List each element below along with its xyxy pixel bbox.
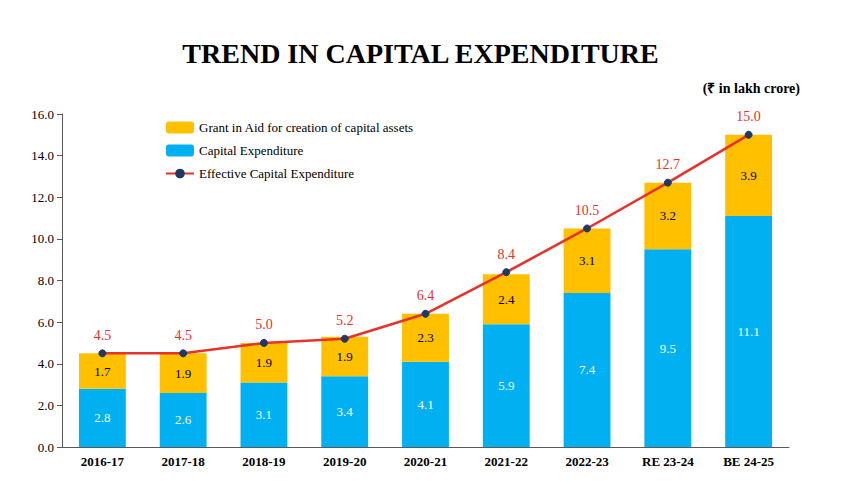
svg-text:5.2: 5.2 (336, 313, 354, 328)
svg-text:9.5: 9.5 (660, 341, 676, 356)
svg-text:10.0: 10.0 (31, 231, 54, 246)
svg-text:2022-23: 2022-23 (565, 454, 609, 469)
svg-text:3.1: 3.1 (579, 253, 595, 268)
svg-text:1.9: 1.9 (175, 366, 191, 381)
svg-text:4.1: 4.1 (417, 397, 433, 412)
svg-text:4.5: 4.5 (94, 328, 112, 343)
svg-text:2020-21: 2020-21 (404, 454, 447, 469)
svg-text:8.0: 8.0 (38, 273, 54, 288)
svg-text:6.0: 6.0 (38, 315, 54, 330)
svg-text:2019-20: 2019-20 (323, 454, 366, 469)
svg-text:3.4: 3.4 (337, 404, 354, 419)
svg-text:2.8: 2.8 (94, 410, 110, 425)
svg-text:8.4: 8.4 (498, 247, 516, 262)
svg-text:2.4: 2.4 (498, 292, 515, 307)
svg-text:4.0: 4.0 (38, 356, 54, 371)
svg-text:2016-17: 2016-17 (81, 454, 125, 469)
svg-text:3.9: 3.9 (740, 168, 756, 183)
svg-text:2021-22: 2021-22 (485, 454, 528, 469)
svg-text:4.5: 4.5 (174, 328, 192, 343)
svg-text:2.3: 2.3 (417, 330, 433, 345)
svg-text:2017-18: 2017-18 (161, 454, 205, 469)
svg-text:14.0: 14.0 (31, 148, 54, 163)
svg-text:3.2: 3.2 (660, 208, 676, 223)
svg-text:3.1: 3.1 (256, 407, 272, 422)
svg-text:Grant in Aid for creation of c: Grant in Aid for creation of capital ass… (199, 120, 413, 135)
svg-text:5.0: 5.0 (255, 317, 273, 332)
svg-text:7.4: 7.4 (579, 362, 596, 377)
svg-text:0.0: 0.0 (38, 440, 54, 455)
svg-text:Capital Expenditure: Capital Expenditure (199, 143, 304, 158)
svg-text:RE 23-24: RE 23-24 (642, 454, 694, 469)
svg-text:2018-19: 2018-19 (242, 454, 286, 469)
svg-text:1.9: 1.9 (337, 349, 353, 364)
svg-text:1.9: 1.9 (256, 355, 272, 370)
svg-text:6.4: 6.4 (417, 288, 435, 303)
svg-text:BE 24-25: BE 24-25 (723, 454, 774, 469)
svg-text:15.0: 15.0 (736, 109, 761, 124)
svg-text:5.9: 5.9 (498, 378, 514, 393)
svg-text:Effective Capital Expenditure: Effective Capital Expenditure (199, 166, 354, 181)
svg-text:16.0: 16.0 (31, 107, 54, 122)
svg-text:2.6: 2.6 (175, 412, 192, 427)
svg-text:11.1: 11.1 (737, 324, 759, 339)
svg-text:(₹ in lakh crore): (₹ in lakh crore) (703, 81, 801, 97)
svg-text:TREND IN CAPITAL EXPENDITURE: TREND IN CAPITAL EXPENDITURE (182, 38, 658, 69)
svg-text:12.0: 12.0 (31, 190, 54, 205)
svg-text:10.5: 10.5 (575, 203, 600, 218)
svg-text:1.7: 1.7 (94, 364, 111, 379)
svg-text:2.0: 2.0 (38, 398, 54, 413)
svg-text:12.7: 12.7 (656, 157, 681, 172)
